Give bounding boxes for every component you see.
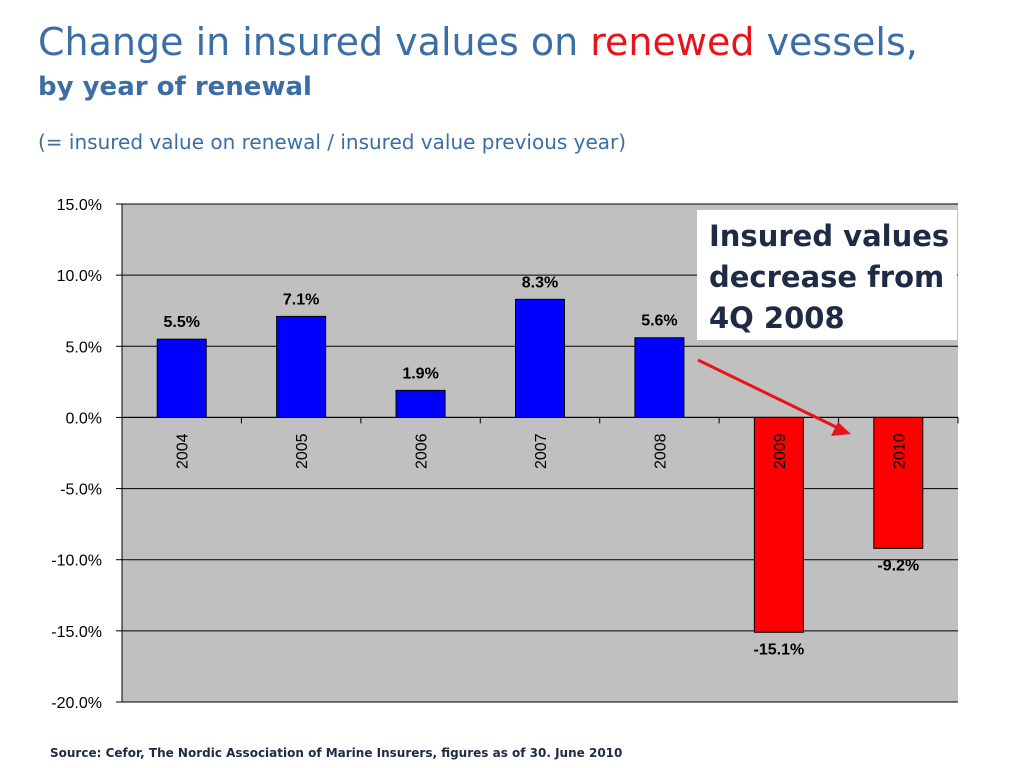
title-prefix: Change in insured values on: [38, 20, 591, 64]
y-tick-label: -15.0%: [51, 624, 102, 641]
bar: [634, 337, 685, 418]
data-label: 5.5%: [163, 314, 199, 331]
bar-chart: 15.0% 10.0% 5.0% 0.0% -5.0% -10.0% -15.0% -20.0…: [51, 197, 959, 712]
data-label: -15.1%: [754, 641, 805, 658]
y-tick-label: -10.0%: [51, 553, 102, 570]
formula-note: (= insured value on renewal / insured va…: [38, 130, 627, 154]
callout-annotation: Insured values decrease from 4Q 2008: [697, 210, 957, 340]
bar: [395, 389, 446, 418]
y-tick-label: 5.0%: [66, 339, 102, 356]
source-note: Source: Cefor, The Nordic Association of…: [50, 746, 623, 760]
data-label: 1.9%: [402, 365, 438, 382]
bar: [873, 416, 924, 549]
x-tick-label: 2010: [891, 433, 908, 469]
title-comma: ,: [905, 20, 918, 64]
x-tick-label: 2009: [772, 433, 789, 469]
bar: [156, 338, 207, 418]
bar: [753, 416, 804, 633]
y-tick-label: 15.0%: [57, 197, 102, 214]
y-tick-label: 10.0%: [57, 268, 102, 285]
chart-title: Change in insured values on renewed vess…: [38, 18, 918, 66]
x-tick-label: 2004: [175, 433, 192, 469]
x-tick-label: 2005: [294, 433, 311, 469]
data-label: 8.3%: [522, 274, 558, 291]
chart-subtitle: by year of renewal: [38, 72, 312, 102]
title-highlight: renewed: [590, 20, 755, 64]
x-tick-label: 2006: [414, 433, 431, 469]
y-tick-label: 0.0%: [66, 410, 102, 427]
data-label: 5.6%: [641, 313, 677, 330]
x-tick-label: 2008: [652, 433, 669, 469]
bar: [515, 298, 565, 418]
callout-arrow-head: [831, 422, 851, 436]
y-tick-label: -20.0%: [51, 695, 102, 712]
y-tick-label: -5.0%: [60, 482, 102, 499]
title-suffix: vessels: [754, 20, 906, 64]
data-label: -9.2%: [877, 557, 919, 574]
callout-arrow-line: [697, 358, 839, 430]
bar: [276, 315, 327, 418]
x-tick-label: 2007: [533, 433, 550, 469]
data-label: 7.1%: [283, 291, 319, 308]
